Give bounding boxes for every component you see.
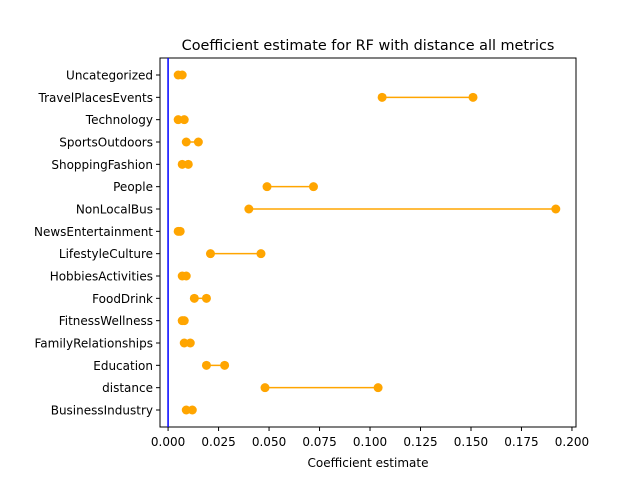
- high-point: [183, 159, 193, 169]
- x-axis: 0.000 0.025 0.050 0.075 0.100 0.125 0.150 0.175…: [151, 427, 589, 449]
- y-tick-label: BusinessIndustry: [51, 404, 153, 418]
- low-point: [205, 249, 215, 259]
- high-point: [308, 182, 318, 192]
- x-tick-label: 0.025: [201, 435, 235, 449]
- high-point: [256, 249, 266, 259]
- plot-area: [159, 57, 577, 428]
- low-point: [260, 383, 270, 393]
- high-point: [193, 137, 203, 147]
- chart-marks: [167, 58, 561, 427]
- low-point: [244, 204, 254, 214]
- high-point: [179, 316, 189, 326]
- y-tick-label: TravelPlacesEvents: [38, 91, 153, 105]
- y-tick-label: NonLocalBus: [76, 203, 153, 217]
- low-point: [181, 137, 191, 147]
- y-tick-label: FitnessWellness: [59, 314, 153, 328]
- x-axis-label: Coefficient estimate: [308, 456, 429, 470]
- x-tick-label: 0.200: [555, 435, 589, 449]
- y-axis: Uncategorized TravelPlacesEvents Technolog…: [34, 69, 160, 418]
- x-tick-label: 0.075: [302, 435, 336, 449]
- low-point: [189, 293, 199, 303]
- x-tick-label: 0.125: [403, 435, 437, 449]
- high-point: [175, 226, 185, 236]
- y-tick-label: SportsOutdoors: [59, 136, 153, 150]
- y-tick-label: FamilyRelationships: [34, 337, 153, 351]
- high-point: [201, 293, 211, 303]
- y-tick-label: distance: [102, 381, 153, 395]
- y-tick-label: Education: [93, 359, 153, 373]
- high-point: [373, 383, 383, 393]
- y-tick-label: Technology: [85, 113, 153, 127]
- high-point: [179, 115, 189, 125]
- y-tick-label: Uncategorized: [66, 69, 153, 83]
- y-tick-label: LifestyleCulture: [59, 247, 153, 261]
- low-point: [201, 360, 211, 370]
- high-point: [551, 204, 561, 214]
- y-tick-label: FoodDrink: [92, 292, 153, 306]
- y-tick-label: People: [113, 180, 153, 194]
- high-point: [468, 92, 478, 102]
- low-point: [262, 182, 272, 192]
- y-tick-label: HobbiesActivities: [50, 270, 153, 284]
- y-tick-label: ShoppingFashion: [51, 158, 153, 172]
- high-point: [181, 271, 191, 281]
- x-tick-label: 0.150: [454, 435, 488, 449]
- low-point: [377, 92, 387, 102]
- x-tick-label: 0.100: [353, 435, 387, 449]
- chart-title: Coefficient estimate for RF with distanc…: [182, 38, 555, 54]
- high-point: [187, 405, 197, 415]
- high-point: [185, 338, 195, 348]
- x-tick-label: 0.175: [504, 435, 538, 449]
- x-tick-label: 0.050: [252, 435, 286, 449]
- y-tick-label: NewsEntertainment: [34, 225, 153, 239]
- high-point: [177, 70, 187, 80]
- x-tick-label: 0.000: [151, 435, 185, 449]
- high-point: [220, 360, 230, 370]
